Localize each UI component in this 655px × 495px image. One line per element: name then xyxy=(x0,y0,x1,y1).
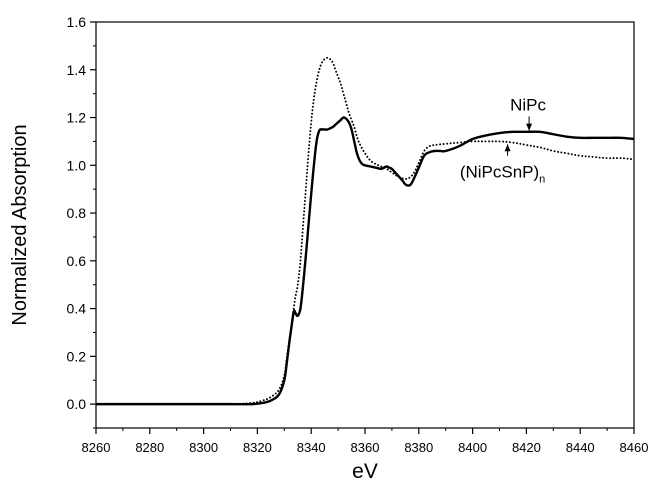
x-tick-label: 8320 xyxy=(243,440,272,455)
series-line-nipcsnp xyxy=(96,56,634,406)
y-axis-label: Normalized Absorption xyxy=(9,124,31,325)
series-layer xyxy=(96,56,634,406)
plot-frame xyxy=(95,21,635,429)
x-tick-label: 8280 xyxy=(135,440,164,455)
annotation-label: NiPc xyxy=(510,95,546,114)
annotation-nipcsnp: (NiPcSnP)n xyxy=(460,144,545,186)
x-tick-label: 8380 xyxy=(404,440,433,455)
y-tick-label: 1.6 xyxy=(67,14,87,30)
x-tick-label: 8420 xyxy=(512,440,541,455)
annotation-label: (NiPcSnP)n xyxy=(460,163,545,186)
annotation-nipc: NiPc xyxy=(510,95,547,131)
annotation-text: NiPc xyxy=(510,95,546,114)
y-tick-label: 0.2 xyxy=(67,348,87,364)
x-tick-label: 8260 xyxy=(82,440,111,455)
x-tick-label: 8360 xyxy=(351,440,380,455)
y-tick-label: 1.2 xyxy=(67,110,87,126)
annotation-text: (NiPcSnP) xyxy=(460,163,539,182)
y-tick-label: 1.4 xyxy=(67,62,87,78)
y-tick-label: 1.0 xyxy=(67,157,87,173)
x-tick-label: 8300 xyxy=(189,440,218,455)
y-tick-label: 0.8 xyxy=(67,205,87,221)
x-axis-label: eV xyxy=(352,460,378,483)
x-tick-label: 8460 xyxy=(620,440,649,455)
annotation-subscript: n xyxy=(539,174,545,186)
series-line-nipc xyxy=(96,116,634,406)
y-tick-label: 0.6 xyxy=(67,253,87,269)
x-tick-label: 8440 xyxy=(566,440,595,455)
y-tick-label: 0.0 xyxy=(67,396,87,412)
x-tick-label: 8340 xyxy=(297,440,326,455)
y-tick-label: 0.4 xyxy=(67,301,87,317)
x-tick-label: 8400 xyxy=(458,440,487,455)
annotation-layer: NiPc (NiPcSnP)n xyxy=(460,95,547,185)
annotation-arrowhead xyxy=(526,123,533,131)
annotation-arrowhead xyxy=(504,144,511,152)
axes: 8260 8280 8300 8320 8340 8360 8380 8400 8420 8440… xyxy=(67,14,649,455)
